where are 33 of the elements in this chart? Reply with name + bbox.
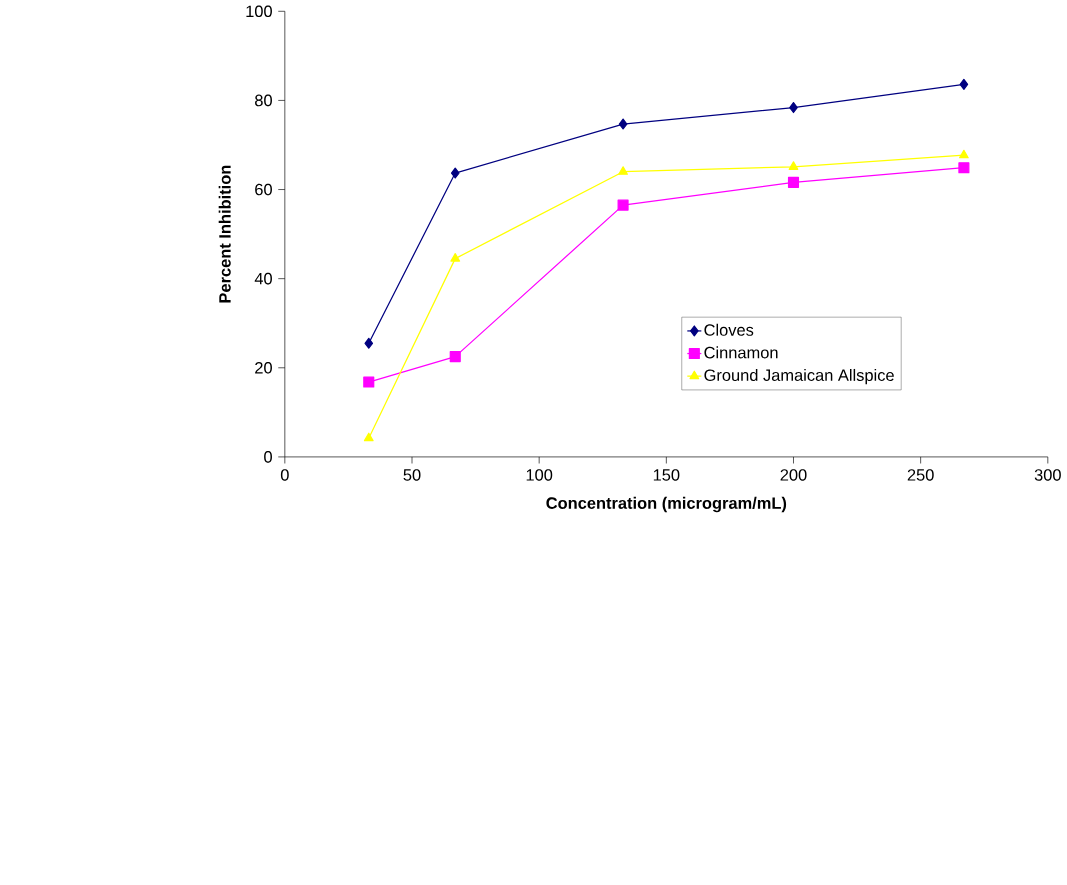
y-tick-label: 100 <box>246 5 272 18</box>
point <box>449 351 461 363</box>
point <box>789 102 798 114</box>
x-tick-label: 100 <box>526 469 553 481</box>
point <box>450 167 460 179</box>
y-axis-title: Percent Inhibition <box>218 165 231 303</box>
point <box>618 118 628 130</box>
x-axis-title: Concentration (microgram/mL) <box>546 496 787 513</box>
legend-label: Cinnamon <box>704 346 778 359</box>
y-tick-label: 0 <box>264 451 272 463</box>
point <box>959 149 969 159</box>
x-tick-label: 300 <box>1034 469 1061 481</box>
point <box>787 177 800 189</box>
x-tick-label: 50 <box>403 469 421 481</box>
x-tick-label: 150 <box>653 469 680 481</box>
x-tick-label: 250 <box>907 469 934 481</box>
point <box>618 166 628 175</box>
x-tick-label: 200 <box>780 469 807 481</box>
y-tick-label: 60 <box>255 183 272 196</box>
legend-label: Cloves <box>704 323 754 336</box>
point <box>450 253 461 262</box>
point <box>959 78 969 91</box>
point <box>958 162 970 174</box>
legend-label: Ground Jamaican Allspice <box>704 369 894 385</box>
point <box>363 376 375 388</box>
x-tick-label: 0 <box>280 469 289 481</box>
point <box>364 337 374 349</box>
y-tick-label: 20 <box>255 362 272 374</box>
point <box>788 161 799 171</box>
y-tick-label: 40 <box>254 272 272 285</box>
point <box>363 432 374 442</box>
y-tick-label: 80 <box>255 94 272 107</box>
point <box>617 199 629 211</box>
